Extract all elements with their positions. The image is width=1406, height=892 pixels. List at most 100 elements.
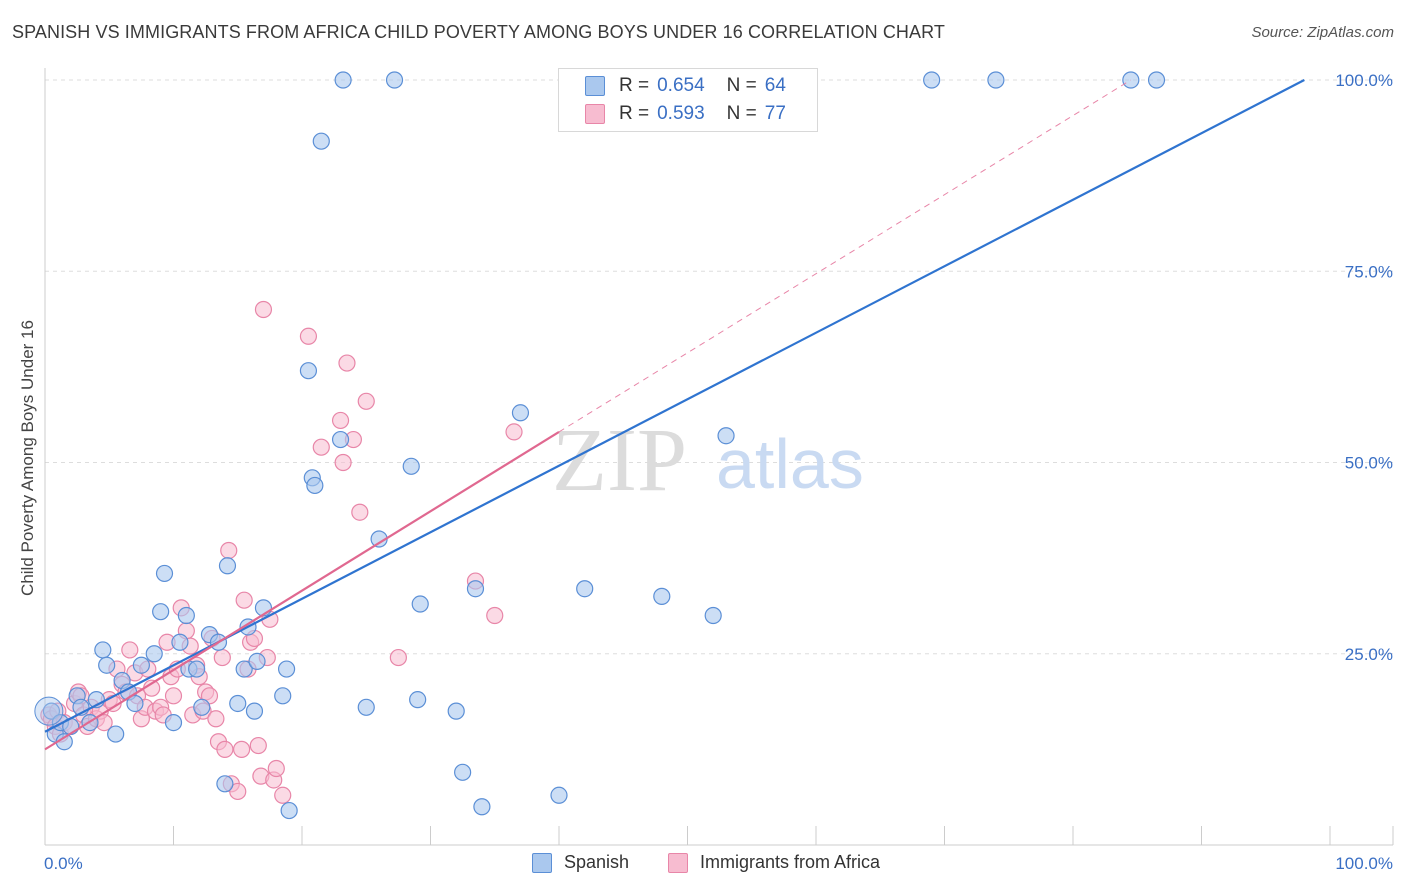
africa-point	[229, 782, 247, 801]
y-tick-label: 25.0%	[1345, 645, 1393, 664]
spanish-point	[98, 656, 116, 674]
legend-swatch-spanish	[585, 76, 605, 96]
spanish-point	[248, 652, 266, 671]
spanish-point	[1147, 71, 1166, 89]
spanish-point	[188, 660, 206, 678]
spanish-point	[34, 696, 64, 726]
spanish-point	[306, 476, 324, 495]
bottom-legend-label-africa: Immigrants from Africa	[700, 852, 881, 872]
spanish-point	[923, 71, 941, 89]
spanish-point	[466, 580, 485, 598]
spanish-point	[277, 660, 296, 678]
spanish-point	[229, 694, 247, 713]
legend-n-label: N =	[726, 75, 757, 96]
africa-point	[235, 591, 253, 609]
africa-point	[267, 759, 285, 778]
legend-n-value-africa: 77	[764, 103, 786, 124]
chart-title: SPANISH VS IMMIGRANTS FROM AFRICA CHILD …	[12, 22, 945, 42]
legend-n-label: N =	[726, 103, 757, 124]
spanish-point	[511, 404, 530, 422]
legend-r-value-africa: 0.593	[657, 103, 705, 124]
spanish-point	[299, 362, 318, 380]
bottom-legend-swatch-africa	[668, 852, 688, 873]
africa-point	[121, 641, 139, 659]
africa-point	[331, 411, 350, 430]
y-tick-label: 100.0%	[1335, 71, 1393, 90]
spanish-point	[145, 645, 163, 663]
bottom-legend-swatch-spanish	[532, 852, 552, 873]
spanish-point	[454, 763, 472, 781]
africa-point	[357, 392, 375, 410]
bottom-legend-africa: Immigrants from Africa	[668, 852, 880, 873]
y-tick-label: 75.0%	[1345, 262, 1393, 281]
spanish-point	[704, 606, 722, 625]
spanish-point	[218, 557, 237, 575]
spanish-point	[177, 606, 195, 625]
legend-n-value-spanish: 64	[764, 75, 786, 96]
spanish-point	[94, 641, 112, 659]
spanish-point	[193, 698, 211, 716]
spanish-point	[357, 698, 375, 716]
bottom-legend-label-spanish: Spanish	[564, 852, 630, 872]
x-tick-label: 100.0%	[1335, 854, 1393, 873]
spanish-point	[717, 427, 735, 445]
legend-row-spanish: R = 0.654 N = 64	[585, 73, 808, 99]
spanish-point	[312, 132, 330, 150]
africa-point	[312, 438, 330, 456]
grid-lines	[45, 79, 1395, 655]
africa-trendline	[44, 430, 560, 751]
bottom-legend: Spanish Immigrants from Africa	[0, 852, 1406, 878]
africa-point	[164, 687, 183, 705]
legend-r-value-spanish: 0.654	[657, 75, 705, 96]
spanish-point	[447, 702, 465, 720]
watermark-atlas: atlas	[716, 425, 864, 503]
spanish-point	[42, 702, 61, 720]
spanish-point	[402, 457, 420, 475]
x-tick-label: 0.0%	[44, 854, 83, 873]
watermark: ZIP atlas	[552, 411, 864, 510]
spanish-point	[216, 775, 234, 793]
legend: R = 0.654 N = 64 R = 0.593 N = 77	[558, 68, 818, 132]
spanish-point	[152, 603, 170, 621]
spanish-point	[126, 694, 144, 713]
spanish-point	[107, 725, 125, 743]
spanish-point	[409, 691, 427, 709]
spanish-point	[164, 713, 183, 732]
spanish-point	[280, 801, 298, 820]
spanish-point	[653, 587, 671, 605]
africa-point	[274, 786, 292, 804]
trend-lines	[44, 79, 1305, 751]
legend-r-label: R =	[619, 103, 650, 124]
watermark-zip: ZIP	[552, 411, 687, 510]
tick-labels: 25.0% 50.0% 75.0% 100.0% 0.0% 100.0%	[44, 71, 1393, 873]
spanish-point	[331, 430, 350, 449]
africa-point	[505, 423, 523, 441]
spanish-point	[576, 580, 594, 598]
bottom-legend-spanish: Spanish	[532, 852, 629, 873]
spanish-point	[411, 595, 429, 613]
spanish-point	[235, 660, 253, 678]
africa-point	[351, 503, 369, 521]
spanish-point	[274, 687, 292, 705]
legend-row-africa: R = 0.593 N = 77	[585, 101, 808, 127]
series-spanish-points	[34, 71, 1166, 820]
spanish-point	[132, 656, 150, 674]
africa-point	[216, 740, 234, 758]
source-label: Source: ZipAtlas.com	[1251, 24, 1394, 41]
africa-point	[207, 710, 225, 728]
legend-swatch-africa	[585, 104, 605, 124]
africa-point	[249, 736, 267, 755]
spanish-trendline	[44, 79, 1305, 733]
spanish-point	[550, 786, 568, 804]
spanish-point	[334, 71, 352, 89]
spanish-point	[171, 633, 189, 651]
africa-point	[213, 648, 231, 667]
legend-r-label: R =	[619, 75, 650, 96]
africa-point	[233, 740, 251, 758]
spanish-point	[385, 71, 404, 89]
africa-point	[299, 327, 318, 345]
spanish-point	[987, 71, 1005, 89]
spanish-point	[473, 798, 491, 816]
africa-point	[220, 541, 238, 560]
